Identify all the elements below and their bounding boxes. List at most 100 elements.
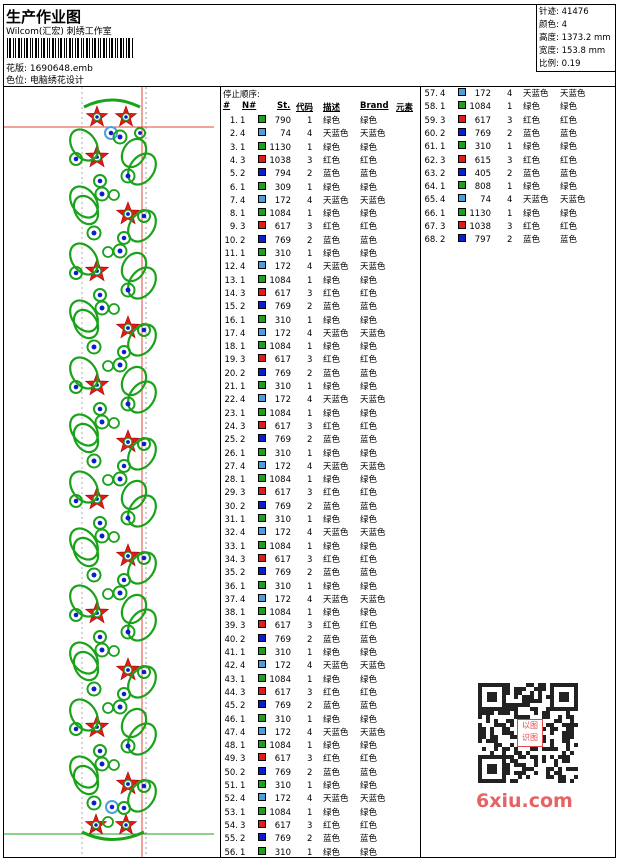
red-flower [85,105,109,127]
green-ring [108,417,120,429]
row-stitches: 405 [474,168,491,179]
color-swatch [258,420,266,429]
qr-module [506,691,510,695]
row-needle: 1 [440,182,446,193]
green-ring [86,795,102,811]
qr-module [566,755,570,759]
row-description: 蓝色 [323,834,341,845]
green-ring [93,288,107,302]
qr-module [526,775,530,779]
row-brand: 蓝色 [360,568,378,579]
color-swatch [258,753,266,762]
qr-module [558,771,562,775]
row-stitches: 1084 [269,741,291,752]
qr-module [538,699,542,703]
row-needle: 3 [440,115,446,126]
qr-module [534,755,538,759]
green-leaf [127,722,157,756]
stat-stitches: 针迹: 41476 [539,7,589,17]
qr-module [574,767,578,771]
row-description: 绿色 [323,714,341,725]
qr-module [502,731,506,735]
row-code: 1 [307,608,313,619]
qr-module [526,767,530,771]
row-index: 2. [229,129,238,140]
row-needle: 2 [240,501,246,512]
row-code: 3 [307,222,313,233]
qr-module [566,727,570,731]
green-leaf [120,479,148,511]
color-swatch [258,154,266,163]
row-needle: 2 [440,128,446,139]
row-stitches: 172 [274,328,291,339]
row-brand: 红色 [360,355,378,366]
qr-finder [550,683,578,711]
row-needle: 1 [240,116,246,126]
barcode-bar [115,38,116,58]
row-index: 24. [224,421,238,432]
row-code: 2 [307,834,313,845]
row-description: 绿色 [323,382,341,392]
row-brand: 绿色 [360,674,378,685]
qr-module [550,731,554,735]
qr-module [530,683,534,687]
color-swatch [258,500,266,509]
row-index: 66. [424,208,438,219]
row-brand: 绿色 [360,342,378,353]
row-stitches: 172 [274,461,291,472]
color-swatch [258,381,266,389]
row-stitches: 769 [274,302,291,313]
qr-module [546,723,550,727]
qr-module [506,763,510,767]
row-brand: 天蓝色 [360,594,386,605]
qr-finder [487,692,497,702]
green-leaf [72,308,100,340]
row-needle: 1 [240,674,246,685]
qr-module [506,707,510,711]
row-description: 天蓝色 [523,195,549,206]
row-stitches: 617 [474,115,491,126]
qr-module [478,727,482,731]
row-code: 2 [307,634,313,645]
color-swatch [458,181,466,190]
row-index: 46. [224,714,238,725]
qr-module [506,683,510,687]
row-brand: 绿色 [360,249,378,259]
row-description: 红色 [323,421,341,432]
green-ring [69,266,83,280]
green-ring [112,129,128,145]
row-index: 32. [224,528,238,539]
row-code: 3 [507,222,513,232]
green-ring [93,630,107,644]
color-swatch [258,394,266,403]
row-code: 3 [307,288,313,299]
green-ring [108,759,120,771]
row-code: 1 [307,781,313,791]
row-stitches: 617 [274,222,291,233]
qr-module [498,723,502,727]
qr-module [546,695,550,699]
col-header-num: # [223,101,231,111]
qr-module [514,779,518,783]
qr-module [558,719,562,723]
row-stitches: 1084 [269,674,291,685]
qr-module [510,707,514,711]
row-brand: 绿色 [560,142,578,153]
row-description: 红色 [323,820,341,831]
row-needle: 3 [440,222,446,232]
row-description: 绿色 [523,182,541,193]
green-ring [104,126,118,140]
col-header-brand: Brand [360,101,389,111]
row-needle: 2 [240,568,246,579]
barcode-bar [117,38,118,58]
row-index: 27. [224,461,238,472]
qr-module [478,715,482,719]
row-code: 4 [307,395,313,406]
row-index: 62. [424,155,438,166]
row-description: 绿色 [323,342,341,353]
qr-module [534,763,538,767]
row-needle: 1 [240,515,246,525]
color-swatch [258,208,266,217]
green-ring [112,585,128,601]
row-needle: 1 [240,608,246,619]
